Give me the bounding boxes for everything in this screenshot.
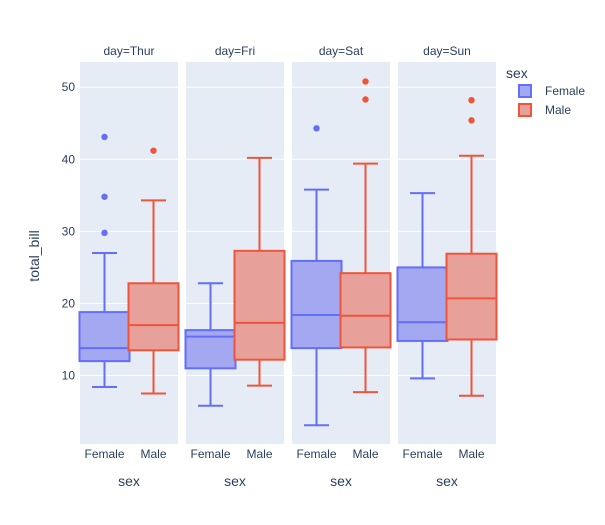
legend-item-male[interactable]: Male bbox=[518, 103, 571, 117]
box-iqr bbox=[290, 259, 343, 350]
x-axis-title: sex bbox=[118, 473, 140, 489]
outlier-point[interactable] bbox=[362, 78, 369, 85]
x-tick-label: Female bbox=[296, 447, 336, 461]
x-tick-label: Female bbox=[190, 447, 230, 461]
box-male[interactable] bbox=[233, 156, 286, 387]
box-iqr bbox=[396, 266, 449, 342]
box-iqr bbox=[127, 282, 180, 352]
box-iqr bbox=[233, 249, 286, 361]
y-axis: total_bill 10 20 30 40 50 bbox=[26, 80, 75, 382]
box-male[interactable] bbox=[339, 78, 392, 394]
box-male[interactable] bbox=[445, 97, 498, 397]
outlier-point[interactable] bbox=[101, 193, 108, 200]
x-tick-label: Male bbox=[246, 447, 272, 461]
legend-item-female[interactable]: Female bbox=[518, 84, 585, 98]
y-axis-title: total_bill bbox=[26, 230, 42, 281]
x-axis-title: sex bbox=[436, 473, 458, 489]
x-axis-title: sex bbox=[224, 473, 246, 489]
outlier-point[interactable] bbox=[468, 117, 475, 124]
outlier-point[interactable] bbox=[468, 97, 475, 104]
facet-panel-background bbox=[292, 62, 390, 444]
legend-swatch bbox=[518, 103, 532, 117]
legend-swatch bbox=[518, 84, 532, 98]
x-tick-label: Female bbox=[84, 447, 124, 461]
x-tick-label: Male bbox=[352, 447, 378, 461]
outlier-point[interactable] bbox=[313, 125, 320, 132]
outlier-point[interactable] bbox=[150, 147, 157, 154]
legend[interactable]: sex Female Male bbox=[506, 65, 585, 117]
outlier-point[interactable] bbox=[101, 229, 108, 237]
x-tick-label: Male bbox=[140, 447, 166, 461]
outlier-point[interactable] bbox=[362, 96, 369, 103]
y-tick-label: 40 bbox=[62, 152, 76, 166]
x-axis-title: sex bbox=[330, 473, 352, 489]
facet-title: day=Sat bbox=[319, 44, 364, 58]
box-iqr bbox=[78, 311, 131, 363]
y-tick-label: 20 bbox=[62, 296, 76, 310]
y-tick-label: 50 bbox=[62, 80, 76, 94]
facet-title: day=Fri bbox=[215, 44, 255, 58]
facet-title: day=Sun bbox=[423, 44, 471, 58]
outlier-point[interactable] bbox=[101, 133, 108, 141]
box-female[interactable] bbox=[78, 133, 131, 389]
facet-panels: day=Thur sex Female Male day=Fri sex Female Mal… bbox=[80, 44, 496, 489]
x-tick-label: Female bbox=[402, 447, 442, 461]
x-tick-label: Male bbox=[458, 447, 484, 461]
box-female[interactable] bbox=[184, 282, 237, 407]
box-male[interactable] bbox=[127, 147, 180, 395]
legend-label: Male bbox=[545, 103, 571, 117]
y-tick-label: 30 bbox=[62, 224, 76, 238]
box-iqr bbox=[339, 272, 392, 349]
y-tick-label: 10 bbox=[62, 369, 76, 383]
box-marks bbox=[78, 78, 498, 427]
facet-title: day=Thur bbox=[103, 44, 154, 58]
legend-label: Female bbox=[545, 84, 585, 98]
box-female[interactable] bbox=[290, 125, 343, 427]
legend-title: sex bbox=[506, 65, 528, 81]
box-iqr bbox=[445, 252, 498, 341]
